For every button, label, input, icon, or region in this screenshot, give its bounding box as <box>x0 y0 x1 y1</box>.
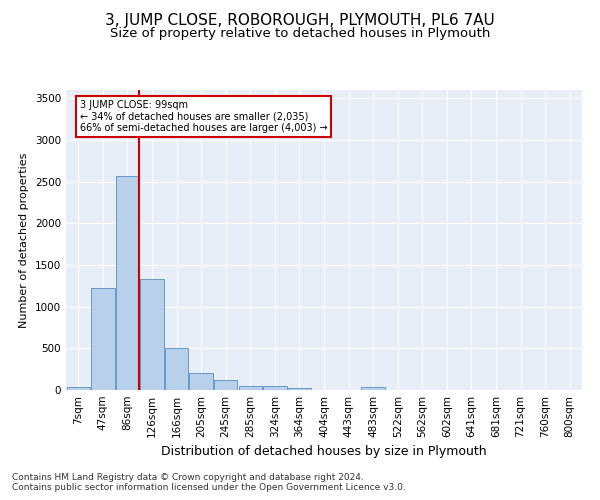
Text: 3, JUMP CLOSE, ROBOROUGH, PLYMOUTH, PL6 7AU: 3, JUMP CLOSE, ROBOROUGH, PLYMOUTH, PL6 … <box>105 12 495 28</box>
Bar <box>67 386 90 390</box>
Text: Contains HM Land Registry data © Crown copyright and database right 2024.: Contains HM Land Registry data © Crown c… <box>12 474 364 482</box>
Bar <box>190 374 213 390</box>
Text: Contains public sector information licensed under the Open Government Licence v3: Contains public sector information licen… <box>12 484 406 492</box>
Bar <box>140 279 164 390</box>
Bar <box>116 176 139 390</box>
Y-axis label: Number of detached properties: Number of detached properties <box>19 152 29 328</box>
Bar <box>214 380 238 390</box>
X-axis label: Distribution of detached houses by size in Plymouth: Distribution of detached houses by size … <box>161 446 487 458</box>
Bar <box>263 386 287 390</box>
Text: 3 JUMP CLOSE: 99sqm
← 34% of detached houses are smaller (2,035)
66% of semi-det: 3 JUMP CLOSE: 99sqm ← 34% of detached ho… <box>80 100 327 133</box>
Bar <box>239 386 262 390</box>
Bar <box>288 388 311 390</box>
Bar <box>91 288 115 390</box>
Bar <box>361 386 385 390</box>
Text: Size of property relative to detached houses in Plymouth: Size of property relative to detached ho… <box>110 28 490 40</box>
Bar <box>165 348 188 390</box>
